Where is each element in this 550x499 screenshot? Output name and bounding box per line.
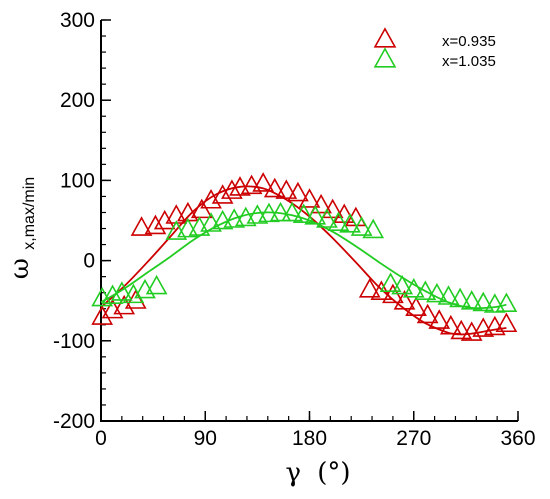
series-1-data-point xyxy=(275,179,298,199)
series-1-data-point xyxy=(252,172,275,192)
series-2-data-point xyxy=(292,203,315,223)
series-2-data-point xyxy=(327,211,350,232)
x-tick-label: 360 xyxy=(500,427,535,450)
series-1-data-point xyxy=(130,216,153,236)
series-2-data-point xyxy=(379,272,402,292)
series-2-data-point xyxy=(304,205,327,225)
series-1-data-point xyxy=(472,317,495,337)
series-1-data-point xyxy=(190,198,213,219)
x-axis-symbol: γ xyxy=(285,458,301,488)
series-2-data-point xyxy=(269,201,292,222)
series-1-data-point xyxy=(144,214,167,235)
x-axis-title: γ (°) xyxy=(285,458,350,488)
series-1-data-point xyxy=(416,303,439,324)
series-2-data-point xyxy=(211,209,234,230)
series-2-data-point xyxy=(110,281,133,301)
legend-label-2: x=1.035 xyxy=(442,53,496,70)
x-tick-label: 0 xyxy=(95,427,107,450)
legend-marker-2 xyxy=(373,47,397,68)
legend-label-1: x=0.935 xyxy=(442,33,496,50)
series-1-data-point xyxy=(495,312,518,333)
y-tick-label: 0 xyxy=(83,250,95,273)
x-axis-unit: (°) xyxy=(317,458,350,488)
series-1-data-point xyxy=(221,179,243,199)
series-1-data-point xyxy=(460,321,483,341)
series-1-data-point xyxy=(321,198,344,219)
y-tick-label: 300 xyxy=(60,9,95,32)
series-2-data-point xyxy=(362,218,385,239)
series-2-data-point xyxy=(339,213,361,233)
series-1-data-point xyxy=(358,278,381,298)
series-2-data-point xyxy=(258,202,280,223)
series-2-data-point xyxy=(281,201,303,222)
series-1-data-point xyxy=(439,314,462,335)
series-2-data-point xyxy=(472,291,495,312)
series-1-fit-curve xyxy=(100,185,507,336)
series-2-data-point xyxy=(101,284,124,304)
series-2-data-point xyxy=(495,292,518,313)
series-2-data-point xyxy=(223,208,246,228)
data-markers xyxy=(91,172,518,341)
x-tick-label: 180 xyxy=(292,427,327,450)
legend-marker-1 xyxy=(373,27,397,48)
x-tick-label: 270 xyxy=(396,427,431,450)
series-2-data-point xyxy=(402,278,425,298)
series-1-data-point xyxy=(113,294,136,315)
series-2-data-point xyxy=(177,217,199,238)
y-tick-label: 100 xyxy=(60,169,95,192)
y-axis-subscript: x,max/min xyxy=(21,177,38,250)
series-1-data-point xyxy=(91,305,114,325)
series-1-data-point xyxy=(211,184,234,204)
series-1-data-point xyxy=(405,296,427,317)
series-2-data-point xyxy=(391,274,414,295)
y-tick-label: -100 xyxy=(53,330,95,353)
series-1-data-point xyxy=(287,181,309,202)
series-1-data-point xyxy=(153,209,176,230)
series-2-data-point xyxy=(460,290,483,310)
series-2-data-point xyxy=(449,287,471,308)
series-2-data-point xyxy=(350,216,373,236)
y-tick-label: 200 xyxy=(60,89,95,112)
tick-labels: 0 90 180 270 360 -200 -100 0 100 200 300 xyxy=(53,9,536,450)
series-1-data-point xyxy=(229,176,251,196)
series-2-data-point xyxy=(426,282,448,303)
series-1-data-point xyxy=(428,309,451,329)
axes xyxy=(100,20,518,422)
series-1-data-point xyxy=(298,188,321,208)
series-2-fit-curve xyxy=(100,211,507,310)
legend: x=0.935 x=1.035 xyxy=(373,27,496,70)
y-axis-symbol: ω xyxy=(5,258,35,279)
series-2-data-point xyxy=(437,285,460,305)
series-1-data-point xyxy=(450,319,473,340)
series-1-data-point xyxy=(310,193,332,214)
series-1-data-point xyxy=(393,290,416,310)
series-2-data-point xyxy=(316,208,338,228)
series-2-data-point xyxy=(246,204,269,224)
y-axis-title: ω x,max/min xyxy=(5,177,38,279)
series-2-data-point xyxy=(145,274,168,295)
series-1-data-point xyxy=(263,177,286,198)
x-tick-label: 90 xyxy=(194,427,217,450)
series-2-data-point xyxy=(483,293,506,313)
y-tick-label: -200 xyxy=(53,410,95,433)
series-2-data-point xyxy=(414,280,437,300)
fit-curves xyxy=(100,185,507,336)
